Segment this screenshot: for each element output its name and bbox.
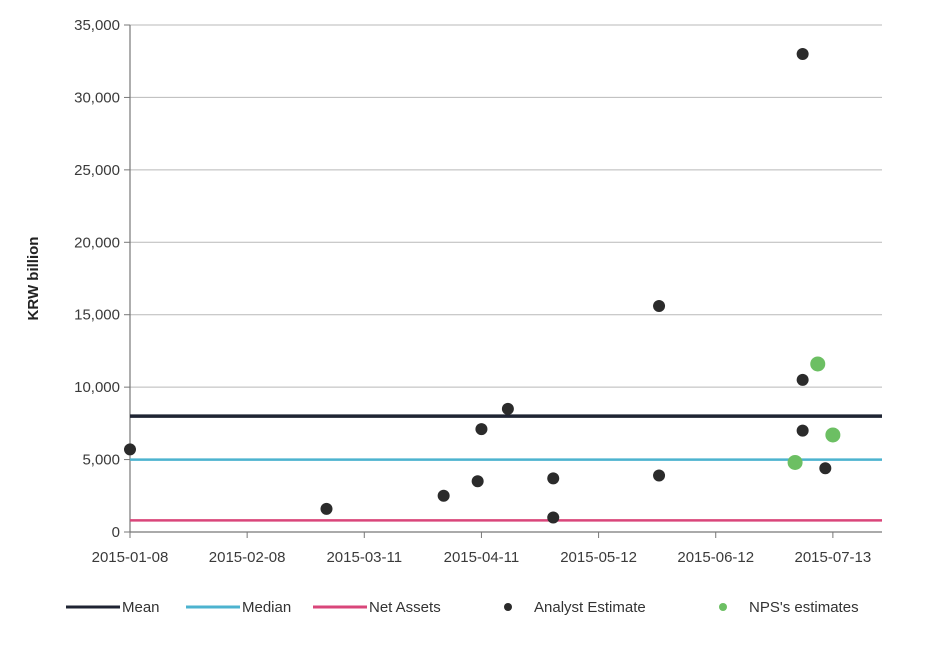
nps-estimate-point xyxy=(825,427,841,443)
analyst-estimate-point xyxy=(547,511,560,524)
legend-label-mean: Mean xyxy=(122,599,160,616)
y-tick-label: 30,000 xyxy=(74,89,120,106)
x-tick-label: 2015-07-13 xyxy=(795,549,872,566)
x-tick-label: 2015-04-11 xyxy=(444,549,520,566)
axes xyxy=(124,24,882,538)
analyst-estimate-point xyxy=(501,402,514,415)
analyst-estimate-point xyxy=(437,489,450,502)
y-tick-label: 0 xyxy=(112,524,120,541)
x-tick-label: 2015-05-12 xyxy=(560,549,637,566)
reference-lines xyxy=(130,414,882,522)
analyst-estimate-point xyxy=(796,373,809,386)
gridlines xyxy=(130,24,882,461)
legend-label-nps-s-estimates: NPS's estimates xyxy=(749,599,859,616)
x-tick-label: 2015-02-08 xyxy=(209,549,286,566)
nps-estimate-point xyxy=(810,356,826,372)
analyst-estimate-point xyxy=(475,423,488,436)
analyst-estimate-point xyxy=(471,475,484,488)
y-tick-label: 15,000 xyxy=(74,307,120,324)
analyst-estimate-point xyxy=(819,462,832,475)
analyst-estimate-point xyxy=(796,424,809,437)
y-tick-label: 25,000 xyxy=(74,162,120,179)
analyst-estimate-point xyxy=(796,47,809,60)
analyst-estimate-point xyxy=(547,472,560,485)
y-tick-label: 35,000 xyxy=(74,17,120,34)
legend-label-analyst-estimate: Analyst Estimate xyxy=(534,599,646,616)
data-points xyxy=(124,47,841,524)
y-tick-label: 10,000 xyxy=(74,379,120,396)
analyst-estimate-point xyxy=(653,300,666,313)
y-tick-label: 20,000 xyxy=(74,234,120,251)
analyst-estimate-point xyxy=(653,469,666,482)
nps-estimate-point xyxy=(787,454,803,470)
legend-swatch-nps-s-estimates xyxy=(719,603,727,611)
y-tick-label: 5,000 xyxy=(82,452,120,469)
analyst-estimate-point xyxy=(320,502,333,515)
x-tick-label: 2015-03-11 xyxy=(326,549,402,566)
x-tick-label: 2015-06-12 xyxy=(677,549,754,566)
legend-label-net-assets: Net Assets xyxy=(369,599,441,616)
legend: Mean Median Net Assets Analyst Estimate NPS'… xyxy=(66,599,859,616)
legend-label-median: Median xyxy=(242,599,291,616)
analyst-estimate-point xyxy=(124,443,136,456)
x-tick-label: 2015-01-08 xyxy=(92,549,169,566)
y-axis-title: KRW billion xyxy=(25,237,42,321)
tick-labels: 0 5,000 10,000 15,000 20,000 25,000 30,000 35,0… xyxy=(74,17,871,566)
legend-swatch-analyst-estimate xyxy=(504,603,512,611)
